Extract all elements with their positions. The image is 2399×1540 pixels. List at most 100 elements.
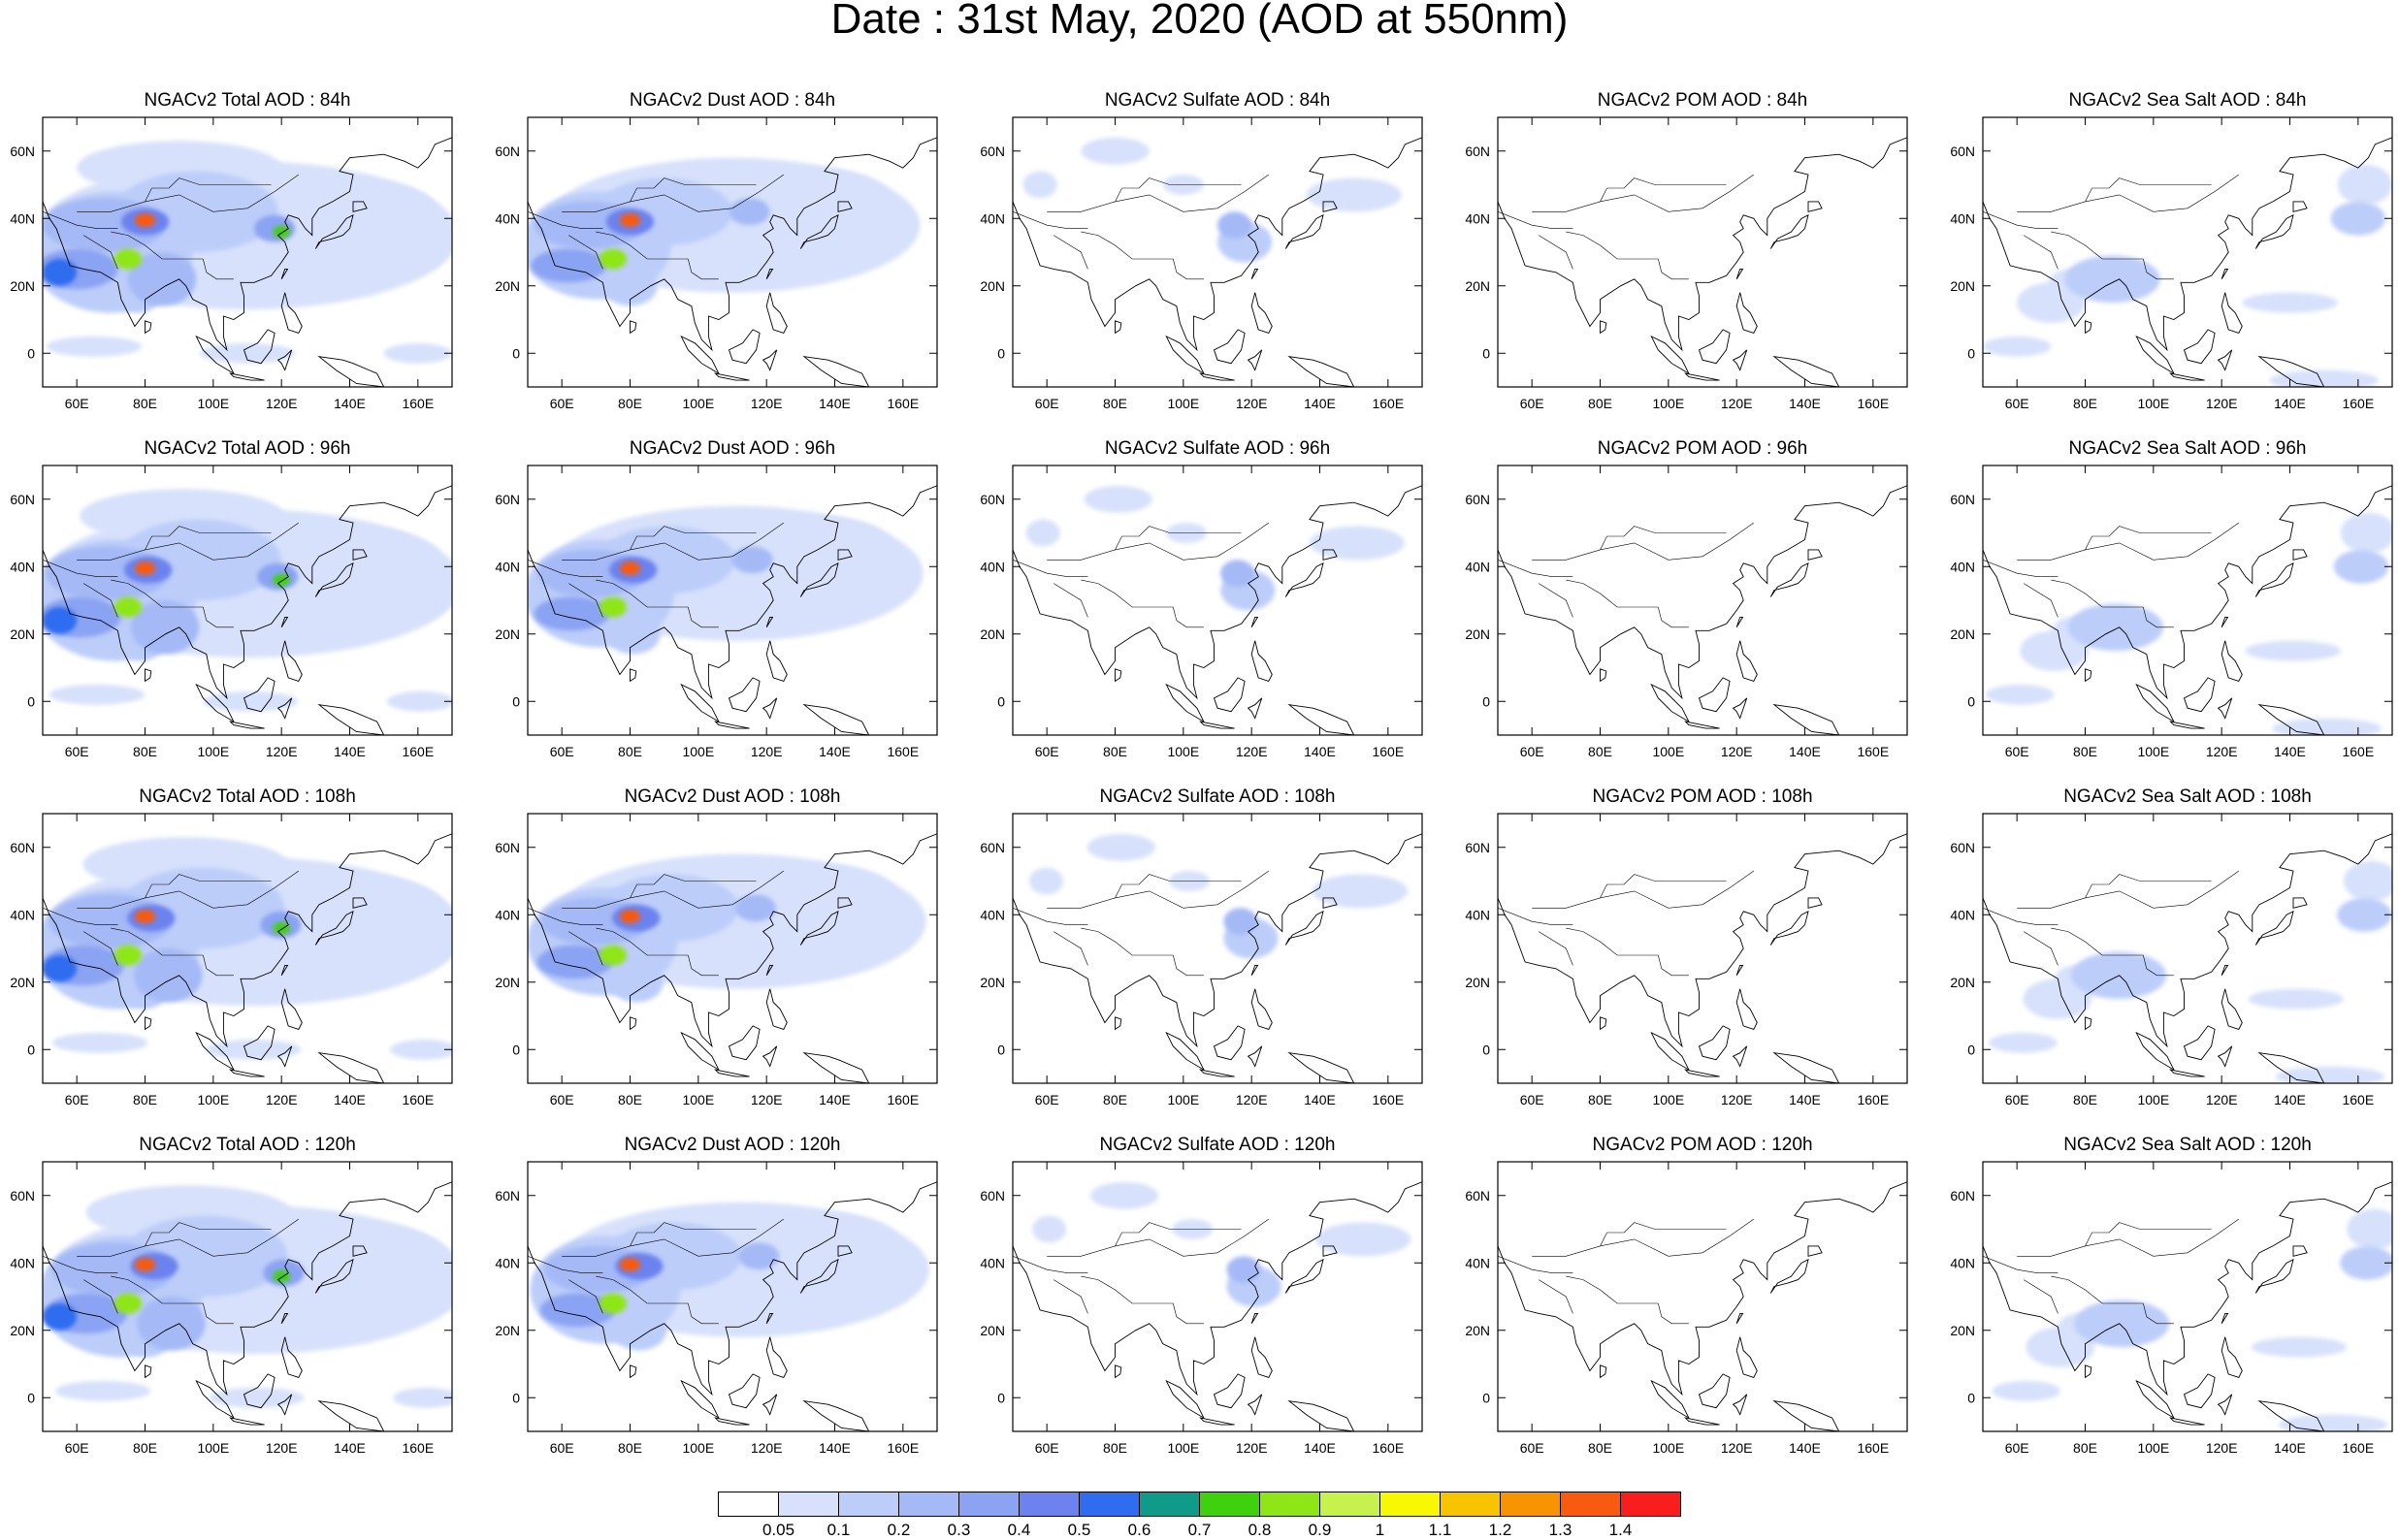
island-outline xyxy=(145,320,152,335)
island-outline xyxy=(2221,640,2243,682)
y-tick-label: 0 xyxy=(512,1042,520,1057)
panel-title: NGACv2 Dust AOD : 84h xyxy=(629,90,836,111)
map-panel: NGACv2 Total AOD : 120h 60E 80E 100E 120E 140… xyxy=(0,1134,485,1468)
island-outline xyxy=(765,640,788,682)
y-tick-label: 60N xyxy=(495,1188,520,1203)
island-outline xyxy=(1199,372,1235,381)
colorbar-swatch xyxy=(1440,1492,1501,1517)
country-border xyxy=(145,526,272,551)
country-border xyxy=(528,211,603,229)
island-outline xyxy=(2221,1312,2229,1325)
aod-blob xyxy=(1217,211,1252,240)
island-outline xyxy=(1284,1258,1324,1294)
island-outline xyxy=(243,677,276,713)
plot-frame xyxy=(1497,1161,1908,1432)
island-outline xyxy=(1250,292,1273,334)
island-outline xyxy=(1250,268,1259,280)
island-outline xyxy=(317,1400,385,1431)
island-outline xyxy=(1735,268,1744,280)
island-outline xyxy=(280,292,303,334)
y-tick-label: 40N xyxy=(495,907,520,922)
country-border xyxy=(1539,1279,1573,1314)
island-outline xyxy=(195,683,235,723)
y-tick-label: 20N xyxy=(980,626,1005,642)
map-panel: NGACv2 Dust AOD : 108h 60E 80E 100E 120E 140E… xyxy=(485,786,970,1120)
island-outline xyxy=(728,1025,761,1061)
island-outline xyxy=(2217,1045,2233,1068)
island-outline xyxy=(2254,561,2294,597)
island-outline xyxy=(352,201,368,212)
island-outline xyxy=(714,1417,750,1426)
aod-field xyxy=(43,465,452,735)
x-tick-label: 100E xyxy=(197,396,229,411)
country-border xyxy=(203,1302,234,1325)
panel-title: NGACv2 Sea Salt AOD : 84h xyxy=(2068,90,2307,111)
country-border xyxy=(2085,526,2212,551)
country-border xyxy=(1532,174,1754,212)
x-tick-label: 140E xyxy=(819,744,851,759)
x-tick-label: 160E xyxy=(402,396,434,411)
island-outline xyxy=(1115,320,1122,335)
island-outline xyxy=(765,268,774,280)
aod-blob xyxy=(131,600,200,655)
country-border xyxy=(1013,908,1088,925)
x-tick-label: 140E xyxy=(1789,744,1821,759)
x-tick-label: 120E xyxy=(2206,1440,2238,1456)
y-tick-label: 20N xyxy=(980,975,1005,990)
colorbar-swatch xyxy=(838,1492,899,1517)
country-border xyxy=(1600,177,1727,203)
aod-field xyxy=(1498,465,1907,735)
island-outline xyxy=(1650,1031,1690,1072)
x-tick-label: 60E xyxy=(550,744,574,759)
x-tick-label: 60E xyxy=(65,396,89,411)
island-outline xyxy=(2257,1400,2325,1431)
island-outline xyxy=(2257,704,2325,735)
y-tick-label: 0 xyxy=(997,345,1005,361)
y-tick-label: 40N xyxy=(1950,559,1975,574)
island-outline xyxy=(2254,910,2294,946)
x-tick-label: 60E xyxy=(550,396,574,411)
island-outline xyxy=(1698,329,1731,365)
country-border xyxy=(2085,874,2212,899)
y-tick-label: 0 xyxy=(27,693,35,709)
island-outline xyxy=(1115,668,1122,683)
country-border xyxy=(203,954,234,977)
country-border xyxy=(1532,522,1754,561)
aod-blob xyxy=(1223,908,1258,936)
y-tick-label: 20N xyxy=(495,626,520,642)
coastline xyxy=(528,137,937,352)
x-tick-label: 160E xyxy=(2342,396,2374,411)
coastlines xyxy=(43,137,452,387)
coastlines xyxy=(1498,137,1907,387)
x-tick-label: 160E xyxy=(1857,396,1889,411)
colorbar-label: 1.4 xyxy=(1609,1521,1633,1539)
island-outline xyxy=(680,1031,720,1072)
island-outline xyxy=(765,988,788,1030)
coastlines xyxy=(1983,1181,2392,1431)
aod-blob xyxy=(127,252,197,306)
x-tick-label: 120E xyxy=(1721,396,1753,411)
island-outline xyxy=(1600,320,1607,335)
y-tick-label: 20N xyxy=(1465,1323,1490,1338)
x-tick-label: 140E xyxy=(1304,744,1336,759)
x-tick-label: 160E xyxy=(2342,744,2374,759)
y-tick-label: 60N xyxy=(495,144,520,159)
colorbar-swatch xyxy=(1379,1492,1441,1517)
aod-blob xyxy=(51,1032,148,1053)
island-outline xyxy=(2292,201,2308,212)
aod-blob xyxy=(134,213,156,227)
island-outline xyxy=(1807,1245,1823,1257)
country-border xyxy=(568,1279,603,1314)
x-tick-label: 80E xyxy=(2073,396,2097,411)
x-tick-label: 80E xyxy=(133,1440,157,1456)
country-border xyxy=(568,583,603,618)
island-outline xyxy=(2085,320,2092,335)
x-tick-label: 120E xyxy=(1721,1092,1753,1107)
island-outline xyxy=(1807,201,1823,212)
y-tick-label: 40N xyxy=(1465,907,1490,922)
island-outline xyxy=(680,335,720,375)
aod-blob xyxy=(1086,833,1155,861)
country-border xyxy=(2024,1279,2059,1314)
aod-blob xyxy=(273,573,291,587)
